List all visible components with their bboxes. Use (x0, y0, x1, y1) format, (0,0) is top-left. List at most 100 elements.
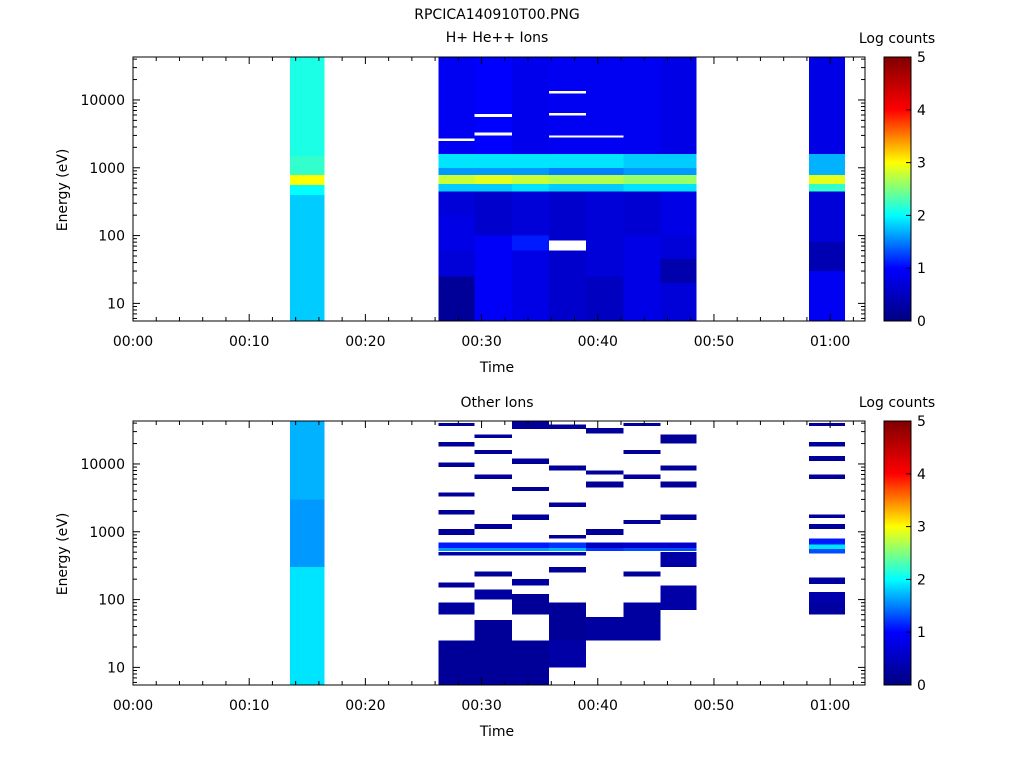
heatmap-cell (623, 474, 661, 480)
plot-frame (132, 56, 866, 322)
heatmap-cell (474, 552, 512, 556)
heatmap-cell (548, 153, 587, 168)
heatmap-cell (511, 167, 549, 176)
heatmap-cell (809, 474, 846, 480)
heatmap-cell (623, 153, 661, 168)
heatmap-cell (548, 542, 587, 548)
colorbar-label: Log counts (859, 395, 935, 411)
y-tick-label: 10000 (80, 457, 125, 473)
heatmap-cell (660, 259, 697, 283)
heatmap-cell (511, 458, 549, 464)
x-tick-label: 00:30 (461, 334, 501, 350)
heatmap-cell (289, 175, 325, 185)
heatmap-cell (438, 175, 475, 184)
x-axis-label: Time (479, 724, 514, 740)
heatmap-cell (623, 450, 661, 455)
heatmap-cell (809, 242, 846, 272)
y-tick-label: 100 (98, 229, 125, 245)
colorbar-tick-label: 0 (917, 314, 926, 330)
y-axis-label: Energy (eV) (55, 149, 71, 232)
heatmap-cell (548, 602, 587, 615)
heatmap-cell (586, 528, 624, 535)
heatmap-cell (660, 191, 697, 236)
heatmap-cell (474, 450, 512, 455)
heatmap-cell (809, 544, 846, 549)
heatmap-cell (623, 547, 661, 552)
heatmap-cell (511, 547, 549, 552)
heatmap-cell (289, 421, 325, 500)
heatmap-cell (660, 547, 697, 552)
heatmap-cell (474, 175, 512, 184)
heatmap-cell (548, 614, 587, 641)
heatmap-cell (438, 552, 475, 556)
heatmap-cell (548, 424, 587, 429)
heatmap-cell (474, 191, 512, 236)
heatmap-cell (809, 514, 846, 518)
heatmap-cell (623, 571, 661, 577)
heatmap-cell (289, 499, 325, 568)
heatmap-cell (438, 462, 475, 468)
heatmap-cell (586, 481, 624, 488)
x-tick-label: 01:00 (810, 334, 850, 350)
heatmap-cell (623, 183, 661, 192)
heatmap-cell (511, 594, 549, 615)
x-axis-label: Time (479, 360, 514, 376)
colorbar-tick-label: 5 (917, 50, 926, 66)
heatmap-cell (586, 183, 624, 192)
colorbar-tick-label: 5 (917, 414, 926, 430)
panel-other-ions: Other Ions Log counts Time Energy (eV) 0… (55, 395, 935, 740)
heatmap-cell (586, 542, 624, 548)
heatmap-cell (511, 542, 549, 548)
heatmap-cell (548, 640, 587, 668)
heatmap-cell (660, 153, 697, 168)
heatmap-cell (660, 235, 697, 260)
heatmap-cell (474, 547, 512, 552)
heatmap-cell (809, 183, 846, 192)
y-tick-label: 1000 (89, 161, 125, 177)
x-tick-label: 00:20 (345, 698, 385, 714)
heatmap-cell (660, 552, 697, 568)
heatmap-gap (438, 138, 475, 141)
heatmap-cell (438, 57, 475, 154)
heatmap-cell (511, 191, 549, 236)
heatmap-cell (623, 542, 661, 548)
heatmap-cell (660, 514, 697, 520)
heatmap-cell (474, 571, 512, 577)
heatmap-cell (438, 250, 475, 277)
heatmap-cell (623, 602, 661, 641)
heatmap-cell (438, 423, 475, 427)
heatmap-cell (586, 167, 624, 176)
heatmap-cell (809, 175, 846, 184)
heatmap-cell (809, 423, 846, 427)
heatmap-cell (548, 534, 587, 539)
heatmap-cell (660, 57, 697, 154)
heatmap-cell (548, 175, 587, 184)
heatmap-cell (438, 582, 475, 588)
colorbar-tick-label: 0 (917, 678, 926, 694)
y-axis-label: Energy (eV) (55, 513, 71, 596)
heatmap-gap (548, 113, 587, 116)
heatmap-cell (474, 153, 512, 168)
heatmap-cell (289, 57, 325, 156)
x-tick-label: 00:20 (345, 334, 385, 350)
heatmap-cell (289, 184, 325, 195)
heatmap-cell (548, 167, 587, 176)
y-tick-label: 10 (107, 660, 125, 676)
heatmap-cell (474, 57, 512, 154)
heatmap-cell (511, 640, 549, 685)
colorbar-frame (883, 420, 912, 686)
heatmap-cell (289, 567, 325, 685)
heatmap-cell (438, 509, 475, 515)
heatmap-cell (660, 167, 697, 176)
heatmap-cell (660, 175, 697, 184)
colorbar-tick-label: 2 (917, 572, 926, 588)
panel-title: H+ He++ Ions (446, 30, 549, 46)
heatmap-cell (586, 427, 624, 434)
heatmap-cell (438, 640, 475, 685)
heatmap-cell (474, 640, 512, 685)
heatmap-cell (511, 235, 549, 251)
heatmap-cell (623, 519, 661, 525)
colorbar-tick-label: 2 (917, 208, 926, 224)
heatmap-cell (474, 542, 512, 548)
